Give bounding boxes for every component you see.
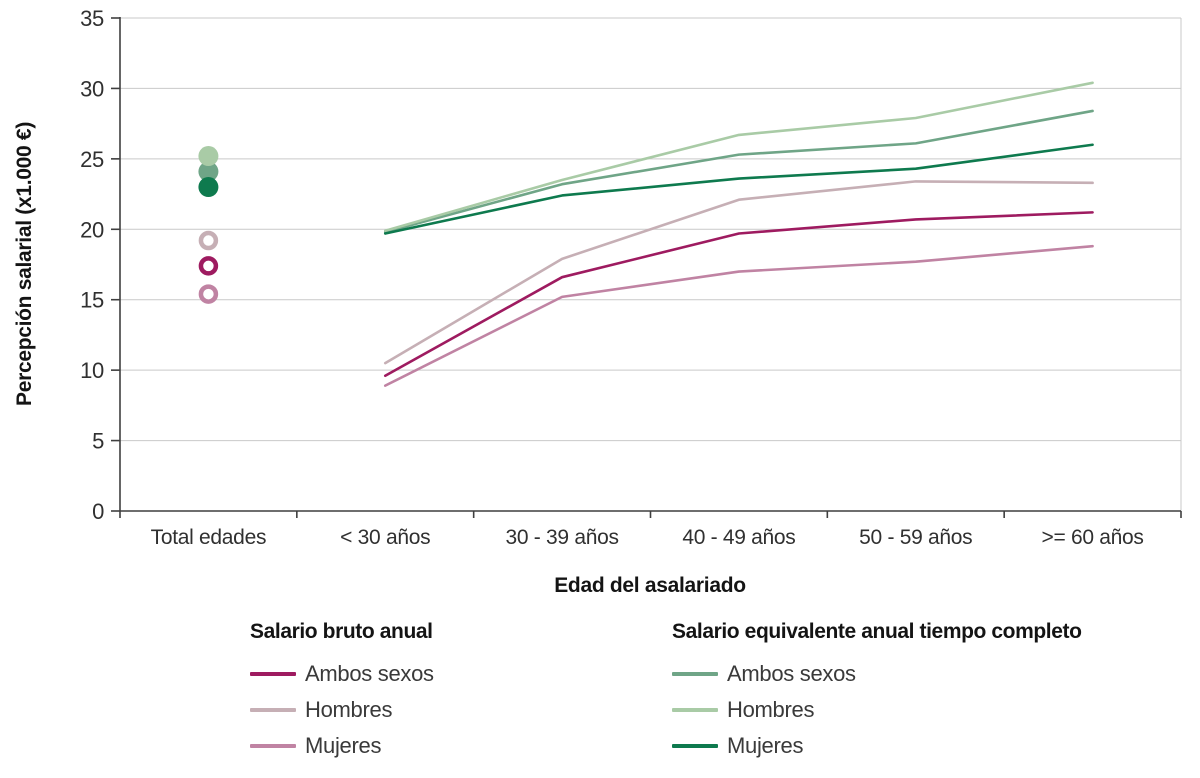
y-tick-label-0: 0 — [92, 499, 104, 524]
x-category-label-50-59-anos: 50 - 59 años — [859, 526, 972, 549]
x-category-label-30-39-anos: 30 - 39 años — [506, 526, 619, 549]
total-dot-salario-equivalente-anual-tiempo-completo-mujeres — [198, 177, 219, 198]
x-category-label-40-49-anos: 40 - 49 años — [682, 526, 795, 549]
legend-line-swatch — [672, 744, 718, 748]
line-salario-equivalente-anual-tiempo-completo-hombres — [383, 81, 1094, 232]
legend-group-title: Salario bruto anual — [250, 620, 433, 643]
legend-item-bruto-mujeres: Mujeres — [250, 728, 434, 764]
legend-line-swatch — [672, 708, 718, 712]
series-lines — [383, 81, 1094, 387]
y-tick-label-25: 25 — [80, 147, 104, 172]
y-axis-title: Percepción salarial (x1.000 €) — [13, 122, 36, 406]
x-axis-title: Edad del asalariado — [554, 574, 746, 597]
y-tick-label-5: 5 — [92, 429, 104, 454]
x-category-label-30-anos: < 30 años — [340, 526, 430, 549]
y-tick-label-20: 20 — [80, 217, 104, 242]
total-dot-salario-equivalente-anual-tiempo-completo-hombres — [198, 146, 219, 167]
total-dot-salario-equivalente-anual-tiempo-completo-ambos-sexos — [198, 161, 219, 182]
line-salario-equivalente-anual-tiempo-completo-ambos-sexos — [383, 109, 1094, 234]
gridlines — [120, 17, 1182, 511]
salary-line-chart: 0 5 10 15 20 25 30 35 Total edades < 30 años 30 - … — [13, 6, 1182, 597]
legend-line-swatch — [250, 672, 296, 676]
line-salario-bruto-anual-hombres — [383, 180, 1094, 365]
line-salario-equivalente-anual-tiempo-completo-mujeres — [383, 143, 1094, 235]
legend-item-label: Mujeres — [305, 733, 382, 758]
legend-item-label: Hombres — [727, 697, 815, 722]
legend-item-label: Hombres — [305, 697, 393, 722]
legend-item-equivalente-hombres: Hombres — [672, 692, 1082, 728]
y-tick-label-15: 15 — [80, 288, 104, 313]
legend-line-swatch — [250, 708, 296, 712]
legend-item-label: Ambos sexos — [727, 661, 856, 686]
legend-item-label: Ambos sexos — [305, 661, 434, 686]
legend-group-salario-bruto: Salario bruto anual Ambos sexos Hombres … — [250, 620, 434, 764]
legend-item-bruto-ambos-sexos: Ambos sexos — [250, 656, 434, 692]
axes — [111, 17, 1182, 518]
line-salario-bruto-anual-mujeres — [383, 244, 1094, 387]
x-category-label-60-anos: >= 60 años — [1042, 526, 1144, 549]
axis-tick-labels: 0 5 10 15 20 25 30 35 Total edades < 30 años 30 - … — [80, 6, 1144, 549]
x-category-label-total-edades: Total edades — [151, 526, 267, 549]
legend-line-swatch — [672, 672, 718, 676]
total-dot-salario-bruto-anual-ambos-sexos — [198, 256, 219, 276]
total-dot-salario-bruto-anual-hombres — [198, 230, 219, 251]
y-tick-label-35: 35 — [80, 6, 104, 31]
legend-item-label: Mujeres — [727, 733, 804, 758]
line-salario-bruto-anual-ambos-sexos — [383, 211, 1094, 378]
legend-group-title: Salario equivalente anual tiempo complet… — [672, 620, 1082, 643]
legend-group-salario-equivalente: Salario equivalente anual tiempo complet… — [672, 620, 1082, 764]
legend-item-equivalente-mujeres: Mujeres — [672, 728, 1082, 764]
total-edades-markers — [198, 146, 219, 304]
y-tick-label-10: 10 — [80, 358, 104, 383]
legend-item-bruto-hombres: Hombres — [250, 692, 434, 728]
legend-item-equivalente-ambos-sexos: Ambos sexos — [672, 656, 1082, 692]
y-tick-label-30: 30 — [80, 76, 104, 101]
total-dot-salario-bruto-anual-mujeres — [198, 284, 219, 304]
legend: Salario bruto anual Ambos sexos Hombres … — [0, 612, 1200, 778]
legend-line-swatch — [250, 744, 296, 748]
